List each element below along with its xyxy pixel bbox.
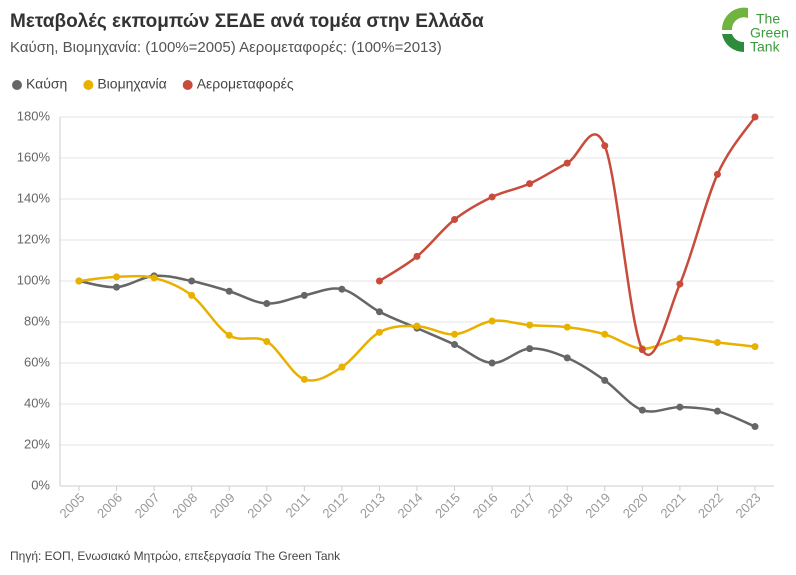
data-point <box>113 273 121 281</box>
logo-text: Tank <box>750 39 781 55</box>
y-tick-label: 100% <box>17 272 51 287</box>
data-point <box>451 216 459 223</box>
source-note: Πηγή: ΕΟΠ, Ενωσιακό Μητρώο, επεξεργασία … <box>10 549 341 563</box>
data-point <box>375 308 383 316</box>
legend-label: Βιομηχανία <box>97 76 166 92</box>
data-point <box>751 423 759 431</box>
data-point <box>225 287 233 295</box>
x-tick-label: 2015 <box>432 490 463 521</box>
data-point <box>713 170 721 178</box>
legend-marker <box>83 80 94 90</box>
data-point <box>488 359 496 367</box>
x-tick-label: 2008 <box>169 490 200 521</box>
data-point <box>638 406 646 414</box>
chart-title: Μεταβολές εκπομπών ΣΕΔΕ ανά τομέα στην Ε… <box>10 11 484 32</box>
data-point <box>713 339 721 346</box>
y-tick-label: 180% <box>17 108 51 123</box>
logo-icon <box>721 7 748 30</box>
y-tick-label: 60% <box>24 354 50 369</box>
series-line <box>378 116 757 356</box>
legend-label: Αερομεταφορές <box>197 76 294 92</box>
logo-icon <box>722 34 744 53</box>
data-point <box>451 330 459 338</box>
legend-marker <box>12 80 22 90</box>
x-tick-label: 2007 <box>132 490 163 521</box>
data-point <box>150 274 158 282</box>
x-tick-label: 2018 <box>545 490 576 521</box>
x-tick-label: 2009 <box>207 490 238 521</box>
data-point <box>263 337 271 345</box>
data-point <box>300 375 308 383</box>
y-tick-label: 40% <box>24 395 50 410</box>
x-tick-label: 2020 <box>620 490 651 521</box>
data-point <box>451 341 459 349</box>
x-tick-label: 2013 <box>357 490 388 521</box>
y-tick-label: 80% <box>24 313 50 328</box>
y-tick-label: 160% <box>17 149 51 164</box>
x-tick-label: 2019 <box>582 490 613 521</box>
x-tick-label: 2017 <box>507 490 538 521</box>
x-tick-label: 2006 <box>94 490 125 521</box>
data-point <box>563 323 571 331</box>
data-point <box>563 354 571 362</box>
data-point <box>113 283 121 291</box>
y-tick-label: 140% <box>17 190 51 205</box>
data-point <box>601 142 609 150</box>
x-tick-label: 2023 <box>732 490 763 521</box>
data-point <box>676 280 684 288</box>
data-point <box>263 300 271 308</box>
data-point <box>488 317 496 325</box>
x-tick-label: 2022 <box>695 490 726 521</box>
data-point <box>601 330 609 338</box>
x-tick-label: 2014 <box>394 490 425 521</box>
data-point <box>375 277 383 285</box>
y-tick-label: 0% <box>31 477 50 492</box>
data-point <box>338 363 346 371</box>
data-point <box>488 193 496 201</box>
data-point <box>638 346 646 354</box>
logo: The Green Tank <box>721 7 789 55</box>
x-tick-label: 2021 <box>657 490 688 521</box>
data-point <box>188 277 196 285</box>
data-point <box>413 252 421 260</box>
data-point <box>526 345 534 353</box>
data-point <box>751 113 759 121</box>
data-point <box>563 159 571 167</box>
data-point <box>75 277 83 285</box>
data-point <box>713 407 721 415</box>
logo-text: The <box>756 11 780 27</box>
data-point <box>526 321 534 329</box>
legend-marker <box>182 80 193 90</box>
x-tick-label: 2010 <box>244 490 275 521</box>
data-point <box>676 403 684 411</box>
legend-label: Καύση <box>26 76 67 92</box>
data-point <box>601 376 609 384</box>
data-point <box>676 334 684 342</box>
data-point <box>225 331 233 339</box>
x-tick-label: 2012 <box>319 490 350 521</box>
x-tick-label: 2005 <box>56 490 87 521</box>
chart-subtitle: Καύση, Βιομηχανία: (100%=2005) Αερομεταφ… <box>10 39 442 56</box>
data-point <box>413 322 421 330</box>
data-point <box>751 343 759 351</box>
logo-text: Green <box>750 25 789 41</box>
x-tick-label: 2011 <box>283 490 313 520</box>
data-point <box>375 328 383 336</box>
data-point <box>188 291 196 299</box>
x-tick-label: 2016 <box>470 490 501 521</box>
y-tick-label: 20% <box>24 436 50 451</box>
y-tick-label: 120% <box>17 231 51 246</box>
data-point <box>300 291 308 299</box>
data-point <box>338 285 346 293</box>
data-point <box>526 180 534 188</box>
